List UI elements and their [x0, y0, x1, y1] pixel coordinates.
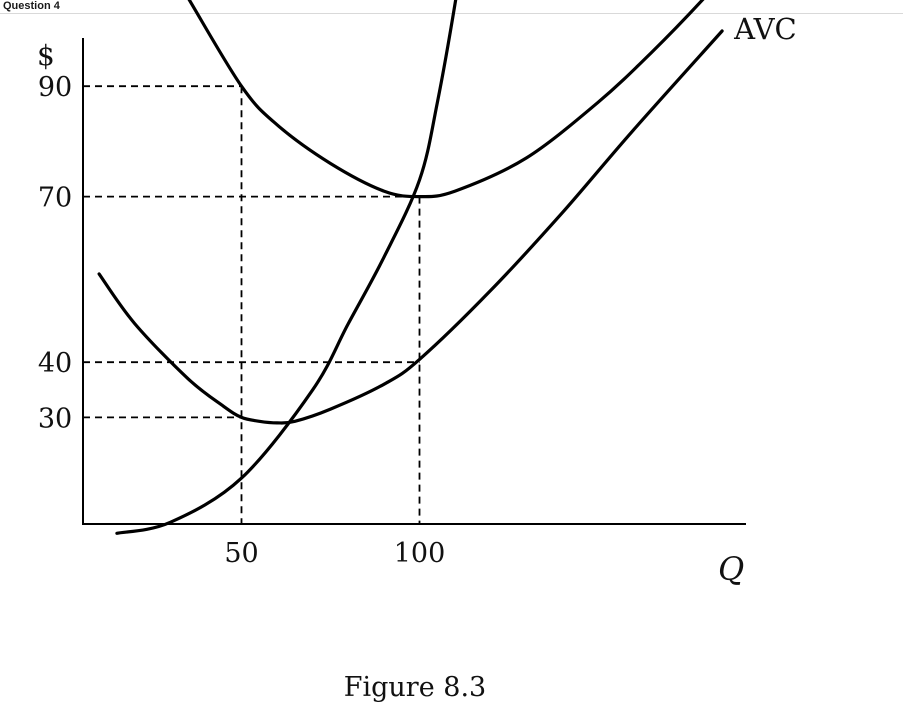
x-tick-100: 100 [394, 538, 446, 569]
atc-curve [187, 0, 705, 199]
figure-caption: Figure 8.3 [343, 672, 487, 703]
guide-lines [83, 85, 421, 524]
mc-curve [115, 0, 458, 535]
y-tick-labels: 30 40 70 90 [38, 72, 72, 434]
y-tick-40: 40 [38, 348, 72, 379]
y-tick-70: 70 [38, 183, 72, 214]
x-tick-labels: 50 100 [224, 538, 445, 569]
avc-label: AVC [733, 12, 797, 46]
question-title: Question 4 [3, 0, 60, 12]
cost-curves: MCATCAVC [97, 0, 797, 535]
x-tick-50: 50 [224, 538, 258, 569]
y-axis-label: $ [37, 39, 55, 72]
question-header: Question 4 [0, 0, 903, 14]
avc-curve [97, 29, 724, 425]
y-tick-90: 90 [38, 72, 72, 103]
cost-curves-chart: $ Q 30 40 70 90 50 100 MCATCAVC [37, 0, 797, 588]
y-tick-30: 30 [38, 403, 72, 434]
x-axis-label: Q [718, 550, 744, 588]
